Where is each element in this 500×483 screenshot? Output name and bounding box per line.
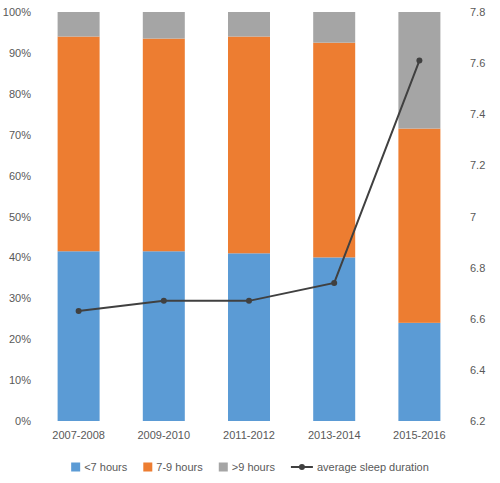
- y-tick: [33, 421, 36, 422]
- y-tick-label: 70%: [9, 129, 31, 141]
- y2-tick-label: 6.4: [470, 364, 485, 376]
- bar: [58, 251, 100, 421]
- y2-tick-label: 7.6: [470, 57, 485, 69]
- x-axis: 2007-2008 2009-2010 2011-2012 2013-2014 2015…: [52, 429, 445, 441]
- bar: [58, 37, 100, 252]
- legend-key: [143, 463, 152, 472]
- marker: [246, 298, 252, 304]
- bar: [313, 12, 355, 43]
- y2-tick: [462, 267, 465, 268]
- x-tick-label: 2013-2014: [308, 429, 361, 441]
- bar: [228, 253, 270, 421]
- bar: [143, 12, 185, 39]
- bar: [313, 43, 355, 258]
- chart: 0%10%20%30%40%50%60%70%80%90%100%6.26.46…: [0, 0, 500, 483]
- y-tick: [33, 52, 36, 53]
- marker: [161, 298, 167, 304]
- y2-tick-label: 7.4: [470, 108, 485, 120]
- legend-label: average sleep duration: [317, 461, 429, 473]
- x-tick-label: 2015-2016: [393, 429, 446, 441]
- legend-key: [71, 463, 80, 472]
- y2-tick: [462, 165, 465, 166]
- y2-tick-label: 6.2: [470, 415, 485, 427]
- marker: [331, 280, 337, 286]
- plot-area: [58, 12, 441, 421]
- bar: [398, 129, 440, 323]
- bar: [313, 257, 355, 421]
- legend: <7 hours 7-9 hours >9 hours average sleep d…: [71, 461, 429, 473]
- marker: [76, 308, 82, 314]
- x-tick-label: 2011-2012: [223, 429, 275, 441]
- line: [79, 61, 420, 312]
- y2-tick: [462, 369, 465, 370]
- y-tick-label: 80%: [9, 88, 31, 100]
- bar: [228, 12, 270, 37]
- y-tick: [33, 93, 36, 94]
- y2-axis: 6.2 6.4 6.6 6.8 7 7.2 7.4 7.6 7.8: [462, 6, 485, 427]
- bar: [143, 39, 185, 252]
- y-tick-label: 30%: [9, 292, 31, 304]
- y2-tick-label: 6.6: [470, 313, 485, 325]
- y-tick-label: 40%: [9, 251, 31, 263]
- y2-tick-label: 7.8: [470, 6, 485, 18]
- y-tick-label: 50%: [9, 211, 31, 223]
- y-axis: 0% 10% 20% 30% 40% 50% 60% 70% 80% 90% 100%: [3, 6, 36, 427]
- bar: [58, 12, 100, 37]
- y2-tick-label: 6.8: [470, 262, 485, 274]
- y-tick-label: 90%: [9, 47, 31, 59]
- y2-tick: [462, 63, 465, 64]
- y-tick: [33, 339, 36, 340]
- y-tick: [33, 298, 36, 299]
- x-tick-label: 2009-2010: [137, 429, 190, 441]
- y-tick-label: 10%: [9, 374, 31, 386]
- legend-label: 7-9 hours: [156, 461, 203, 473]
- y-tick-label: 100%: [3, 6, 31, 18]
- legend-item: 7-9 hours: [143, 461, 203, 473]
- y-tick: [33, 216, 36, 217]
- y2-tick: [462, 216, 465, 217]
- y-tick-label: 20%: [9, 333, 31, 345]
- legend-item: <7 hours: [71, 461, 128, 473]
- bar: [228, 37, 270, 254]
- y-tick: [33, 12, 36, 13]
- y2-tick-label: 7: [470, 211, 476, 223]
- y-tick-label: 0%: [15, 415, 31, 427]
- legend-key: [219, 463, 228, 472]
- y2-tick: [462, 12, 465, 13]
- y-tick: [33, 175, 36, 176]
- legend-key-marker: [299, 464, 305, 470]
- marker: [416, 58, 422, 64]
- bar: [398, 323, 440, 421]
- legend-item: average sleep duration: [291, 461, 429, 473]
- legend-label: <7 hours: [84, 461, 128, 473]
- y-tick: [33, 257, 36, 258]
- y2-tick-label: 7.2: [470, 159, 485, 171]
- bar: [143, 251, 185, 421]
- bar: [398, 12, 440, 129]
- y-tick: [33, 134, 36, 135]
- y-tick-label: 60%: [9, 170, 31, 182]
- y2-tick: [462, 421, 465, 422]
- y-tick: [33, 380, 36, 381]
- legend-label: >9 hours: [232, 461, 276, 473]
- legend-item: >9 hours: [219, 461, 276, 473]
- y2-tick: [462, 318, 465, 319]
- x-tick-label: 2007-2008: [52, 429, 105, 441]
- y2-tick: [462, 114, 465, 115]
